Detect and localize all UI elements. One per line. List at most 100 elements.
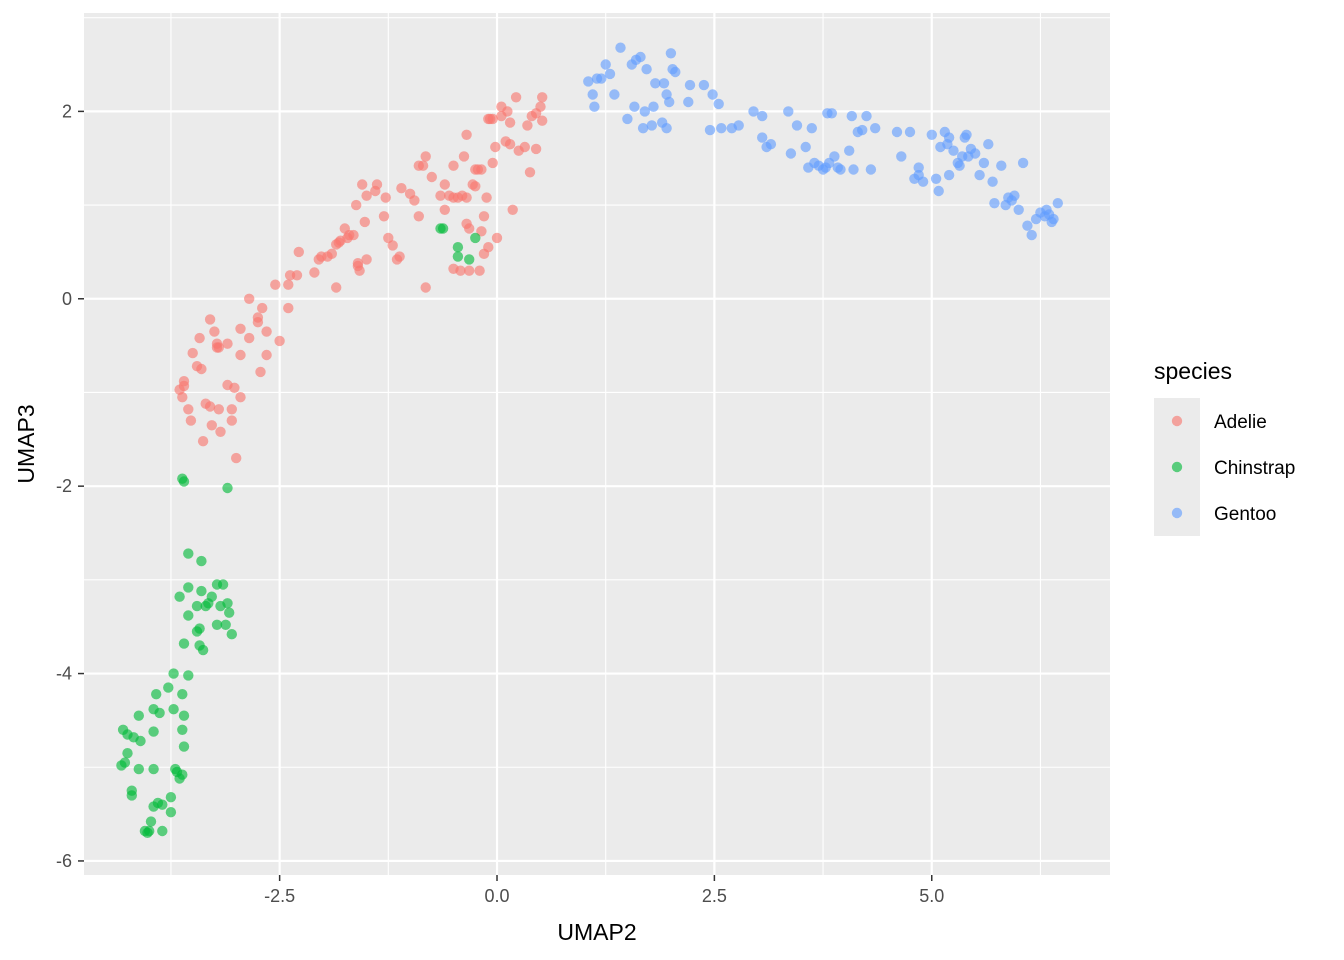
point-gentoo bbox=[757, 110, 768, 122]
data-points bbox=[116, 42, 1064, 838]
point-adelie bbox=[331, 282, 342, 293]
legend-key-chinstrap bbox=[1171, 461, 1183, 473]
point-gentoo bbox=[1017, 157, 1029, 169]
point-adelie bbox=[535, 101, 546, 112]
point-gentoo bbox=[583, 76, 594, 87]
point-gentoo bbox=[1013, 204, 1024, 215]
y-axis-ticks: -6 -4 -2 0 2 bbox=[56, 101, 84, 871]
point-gentoo bbox=[783, 106, 794, 117]
point-chinstrap bbox=[174, 591, 185, 602]
point-adelie bbox=[476, 164, 487, 175]
point-chinstrap bbox=[178, 638, 190, 649]
y-tick-label: 0 bbox=[62, 289, 72, 309]
point-gentoo bbox=[664, 96, 675, 108]
point-chinstrap bbox=[170, 763, 181, 775]
point-chinstrap bbox=[165, 807, 177, 818]
point-adelie bbox=[215, 426, 226, 437]
point-adelie bbox=[361, 254, 372, 265]
point-adelie bbox=[309, 267, 320, 278]
point-chinstrap bbox=[206, 591, 217, 602]
point-adelie bbox=[229, 382, 240, 393]
point-chinstrap bbox=[116, 760, 127, 771]
point-adelie bbox=[283, 302, 294, 314]
point-adelie bbox=[185, 415, 197, 426]
point-chinstrap bbox=[470, 232, 481, 244]
point-gentoo bbox=[954, 160, 965, 171]
point-chinstrap bbox=[196, 555, 207, 567]
point-adelie bbox=[504, 139, 516, 150]
point-gentoo bbox=[658, 78, 670, 89]
point-gentoo bbox=[604, 68, 616, 80]
point-chinstrap bbox=[165, 792, 177, 803]
point-adelie bbox=[361, 190, 372, 201]
point-gentoo bbox=[639, 106, 650, 117]
point-gentoo bbox=[748, 106, 759, 117]
point-adelie bbox=[426, 171, 437, 183]
point-gentoo bbox=[622, 113, 633, 125]
point-gentoo bbox=[600, 59, 611, 70]
point-chinstrap bbox=[191, 626, 203, 637]
point-chinstrap bbox=[452, 251, 464, 262]
point-gentoo bbox=[609, 89, 620, 100]
point-adelie bbox=[461, 192, 472, 203]
point-adelie bbox=[464, 265, 475, 276]
point-adelie bbox=[255, 366, 266, 378]
point-chinstrap bbox=[200, 600, 211, 612]
point-adelie bbox=[524, 167, 536, 178]
point-gentoo bbox=[587, 89, 598, 100]
point-adelie bbox=[448, 160, 459, 171]
point-gentoo bbox=[1022, 220, 1033, 231]
point-adelie bbox=[209, 326, 220, 337]
point-chinstrap bbox=[222, 482, 233, 494]
point-chinstrap bbox=[148, 726, 159, 737]
point-chinstrap bbox=[163, 682, 174, 693]
point-gentoo bbox=[983, 139, 994, 150]
point-adelie bbox=[476, 226, 487, 237]
point-gentoo bbox=[996, 160, 1007, 171]
point-gentoo bbox=[848, 164, 859, 175]
point-gentoo bbox=[1026, 229, 1037, 241]
point-gentoo bbox=[707, 89, 718, 100]
point-gentoo bbox=[765, 139, 777, 150]
point-adelie bbox=[270, 279, 281, 290]
point-chinstrap bbox=[183, 670, 194, 681]
point-gentoo bbox=[989, 198, 1000, 209]
point-chinstrap bbox=[196, 585, 207, 597]
point-adelie bbox=[357, 179, 368, 190]
point-gentoo bbox=[1048, 213, 1059, 225]
point-chinstrap bbox=[148, 704, 159, 715]
point-gentoo bbox=[648, 101, 659, 112]
point-adelie bbox=[530, 143, 542, 155]
point-chinstrap bbox=[464, 254, 475, 265]
x-tick-label: 2.5 bbox=[702, 886, 727, 906]
point-gentoo bbox=[650, 78, 661, 89]
point-adelie bbox=[371, 179, 383, 190]
point-chinstrap bbox=[178, 741, 190, 752]
point-gentoo bbox=[1030, 213, 1042, 225]
point-adelie bbox=[487, 113, 498, 125]
legend-title: species bbox=[1154, 358, 1232, 384]
point-gentoo bbox=[865, 164, 877, 175]
point-chinstrap bbox=[117, 724, 129, 735]
point-gentoo bbox=[670, 66, 681, 78]
point-adelie bbox=[261, 326, 272, 337]
x-axis-title: UMAP2 bbox=[557, 919, 636, 945]
point-adelie bbox=[178, 380, 190, 392]
point-adelie bbox=[487, 157, 498, 169]
point-gentoo bbox=[943, 132, 955, 143]
point-adelie bbox=[537, 115, 548, 126]
point-adelie bbox=[244, 332, 255, 344]
point-adelie bbox=[464, 223, 475, 234]
legend-label-chinstrap: Chinstrap bbox=[1214, 458, 1295, 479]
point-gentoo bbox=[1052, 198, 1064, 209]
point-gentoo bbox=[806, 123, 817, 134]
y-tick-label: -6 bbox=[56, 851, 72, 871]
point-gentoo bbox=[846, 110, 857, 122]
point-chinstrap bbox=[151, 689, 162, 700]
point-chinstrap bbox=[122, 748, 133, 759]
point-adelie bbox=[235, 392, 246, 403]
point-adelie bbox=[537, 92, 548, 103]
point-adelie bbox=[470, 181, 481, 192]
point-adelie bbox=[293, 246, 304, 258]
